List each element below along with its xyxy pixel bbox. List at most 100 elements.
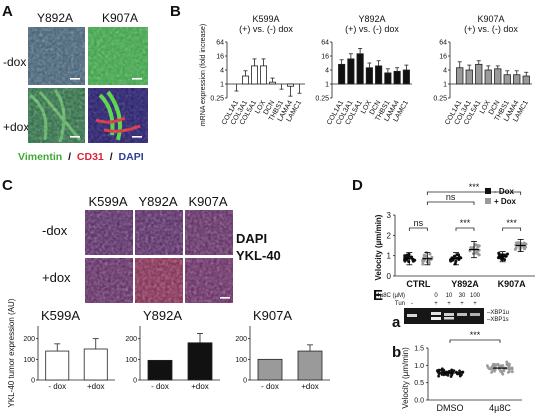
scale-bar xyxy=(70,78,80,80)
bar-dox xyxy=(297,350,323,381)
blot-band xyxy=(407,314,417,317)
bar-col3a1 xyxy=(347,58,355,85)
y-tick-label: 0.5 xyxy=(414,380,424,387)
chart-title: K907A xyxy=(477,14,504,24)
data-point xyxy=(490,371,494,374)
significance-label: ns xyxy=(446,192,456,202)
y-tick-label: 2 xyxy=(387,231,392,240)
panel-letter-c: C xyxy=(2,177,13,194)
legend-vimentin: Vimentin xyxy=(18,151,62,163)
y-tick-label: 0.25 xyxy=(315,96,329,103)
y-tick-label: 0 xyxy=(387,272,392,281)
panel-letter-b: B xyxy=(170,3,181,20)
bar-col5a1 xyxy=(356,53,364,85)
data-point xyxy=(474,251,478,255)
data-point xyxy=(437,368,441,372)
x-tick-label-k907a: K907A xyxy=(498,279,527,289)
x-tick-label-dox: +dox xyxy=(301,382,319,391)
x-tick-label-dox: - dox xyxy=(48,382,66,391)
blot-band xyxy=(431,312,441,315)
data-point xyxy=(428,252,432,256)
data-point xyxy=(514,246,518,250)
data-point xyxy=(506,370,510,374)
chart-c-k907a: K907A 0 100 200 - dox +dox xyxy=(235,308,330,391)
data-point xyxy=(430,255,434,259)
significance-bracket xyxy=(426,191,522,195)
data-point xyxy=(519,242,523,246)
y-tick-label: 64 xyxy=(321,40,329,47)
data-point xyxy=(496,362,500,366)
data-point xyxy=(407,254,411,258)
chart-title: K599A xyxy=(252,14,279,24)
y-tick-label: 100 xyxy=(125,357,137,364)
panel-c-row-label-plus-dox: +dox xyxy=(42,270,71,285)
bar-lox xyxy=(260,65,267,85)
bar-dox xyxy=(187,342,213,381)
data-point xyxy=(449,259,453,263)
panel-letter-e-b: b xyxy=(392,344,401,361)
panel-c-legend-ykl40: YKL-40 xyxy=(236,248,281,263)
x-tick-label-ctrl: CTRL xyxy=(406,279,430,289)
y-tick-label: 64 xyxy=(439,40,447,47)
data-point xyxy=(510,370,514,374)
significance-label: *** xyxy=(470,330,481,340)
data-point xyxy=(490,365,494,369)
legend-sep-2: / xyxy=(110,151,113,163)
data-point xyxy=(501,372,505,376)
blot-conc-10: 10 xyxy=(446,293,453,299)
y-tick-label: 4 xyxy=(220,68,224,75)
chart-title: Y892A xyxy=(358,14,385,24)
panel-letter-a: A xyxy=(2,3,13,20)
x-tick-label-dox: +dox xyxy=(87,382,105,391)
y-tick-label: 1 xyxy=(443,82,447,89)
bar-thbs1 xyxy=(503,74,511,85)
bar-col3a1 xyxy=(242,75,249,85)
blot-tun-3: + xyxy=(447,301,451,307)
panel-a-legend: Vimentin / CD31 / DAPI xyxy=(18,151,144,163)
chart-subtitle: (+) vs. (-) dox xyxy=(345,24,399,34)
micrograph-c-minus-dox-y892a xyxy=(135,210,183,255)
legend-swatch-plus-dox xyxy=(485,198,491,204)
data-point xyxy=(489,367,493,371)
micrograph-c-plus-dox-k599a xyxy=(85,258,133,303)
y-axis-label: mRNA expression (fold increase) xyxy=(200,24,207,126)
significance-label: ns xyxy=(414,218,424,228)
y-tick-label: 16 xyxy=(321,54,329,61)
data-point xyxy=(499,365,503,368)
panel-a-row-label-plus-dox: +dox xyxy=(3,120,29,134)
chart-b-y892a: Y892A(+) vs. (-) dox6416410.25COL1A1COL3… xyxy=(315,14,412,126)
y-tick-label: 100 xyxy=(235,357,247,364)
data-point xyxy=(507,365,511,369)
data-point xyxy=(502,369,506,373)
significance-label: *** xyxy=(460,218,471,228)
x-tick-label-dox: - dox xyxy=(151,382,169,391)
x-tick-label-dox: - dox xyxy=(261,382,279,391)
y-tick-label: 4 xyxy=(325,68,329,75)
bar-dcn xyxy=(494,68,502,85)
panel-d-legend: - Dox + Dox xyxy=(485,187,517,206)
significance-label: *** xyxy=(469,182,480,192)
y-tick-label: 1.5 xyxy=(414,346,424,353)
data-point xyxy=(470,246,474,250)
panel-letter-e: E xyxy=(373,287,383,304)
data-point xyxy=(413,258,417,262)
chart-b-k907a: K907A(+) vs. (-) dox6416410.25COL1A1COL3… xyxy=(433,14,532,126)
chart-title: K599A xyxy=(41,308,80,323)
blot-conc-30: 30 xyxy=(459,293,466,299)
legend-sep-1: / xyxy=(68,151,71,163)
chart-title: K907A xyxy=(253,308,292,323)
data-point xyxy=(510,367,513,371)
panel-c-legend-dapi: DAPI xyxy=(236,231,267,246)
y-tick-label: 1 xyxy=(220,82,224,89)
micrograph-a-plus-dox-k907a xyxy=(88,88,148,143)
scale-bar xyxy=(220,297,230,299)
panel-c-col-label-k907a: K907A xyxy=(188,194,227,209)
data-point xyxy=(437,374,441,378)
micrograph-a-minus-dox-k907a xyxy=(88,27,148,85)
data-point xyxy=(458,255,462,259)
chart-d-velocity: 0 1 2 3 Velocity (µm/min) CTRL Y892A K907A ns ***… xyxy=(374,182,535,289)
chart-b-k599a: K599A(+) vs. (-) dox6416410.25COL1A1COL3… xyxy=(200,14,305,126)
bar-col1a1 xyxy=(338,63,346,85)
panel-a-row-label-minus-dox: -dox xyxy=(3,55,26,69)
